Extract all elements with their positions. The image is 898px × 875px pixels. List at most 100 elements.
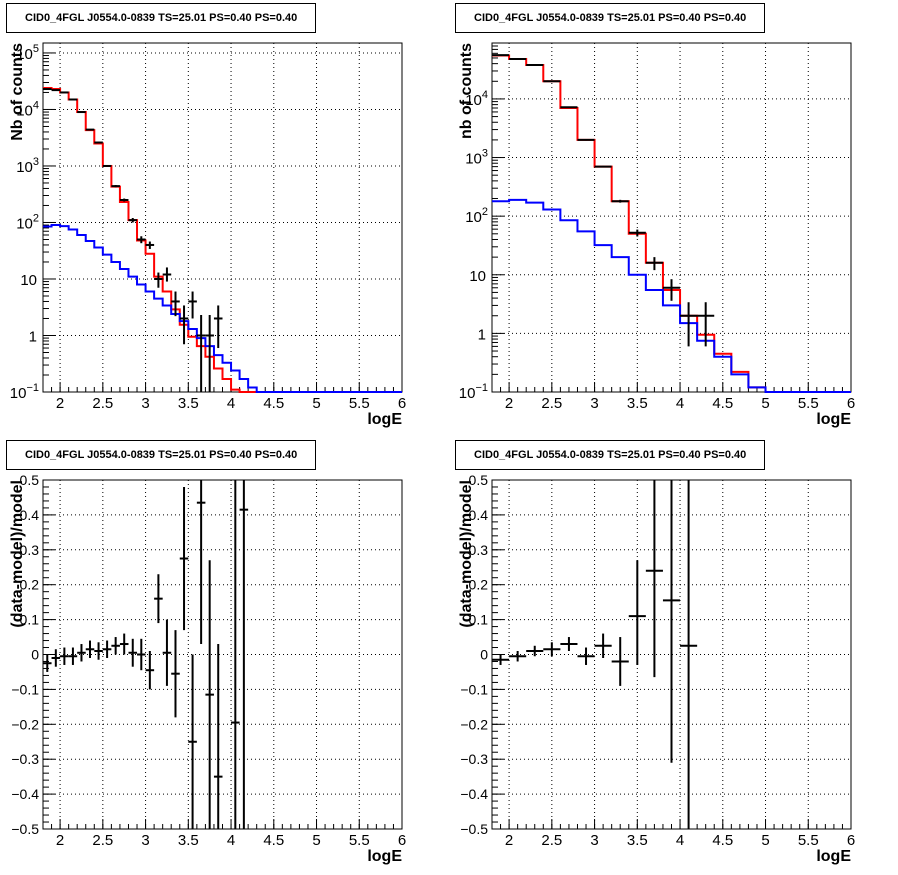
data-point	[205, 560, 214, 829]
data-point	[68, 647, 78, 665]
x-tick-label: 4	[227, 395, 235, 412]
y-tick-label: 104	[465, 89, 488, 109]
pad-top-left: 2 2.5 3 3.5 4 4.5 5 5.5 6 10−1 1 10 102 103 104 105 logE…	[0, 0, 449, 437]
x-tick-label: 4.5	[712, 395, 733, 412]
data-point	[526, 645, 544, 657]
y-tick-label: 0.3	[469, 542, 489, 558]
data-point	[526, 63, 544, 66]
chart-title: CID0_4FGL J0554.0-0839 TS=25.01 PS=0.40 …	[455, 440, 765, 470]
chart-title: CID0_4FGL J0554.0-0839 TS=25.01 PS=0.40 …	[455, 3, 765, 33]
x-tick-label: 4.5	[263, 395, 284, 412]
x-tick-label: 6	[847, 395, 855, 412]
data-point	[628, 229, 646, 237]
chart-svg: 2 2.5 3 3.5 4 4.5 5 5.5 6 10−1 1 10 102 103 104 105 logE…	[9, 42, 406, 428]
x-tick-label: 3	[141, 395, 149, 412]
data-point	[680, 302, 698, 347]
x-tick-label: 3	[590, 395, 598, 412]
x-tick-label: 4.5	[712, 832, 733, 849]
data-point	[77, 644, 86, 662]
data-point	[611, 637, 629, 686]
data-point	[213, 644, 223, 829]
x-tick-label: 2	[56, 395, 64, 412]
x-tick-label: 2.5	[92, 832, 113, 849]
data-point	[179, 486, 189, 631]
y-tick-label: −0.4	[11, 786, 39, 802]
y-tick-label: 103	[16, 156, 39, 176]
plot-frame	[42, 42, 403, 393]
data-point	[43, 88, 52, 91]
data-point	[196, 315, 206, 392]
plot-frame	[491, 42, 852, 393]
data-point	[179, 305, 189, 345]
data-layer	[43, 480, 249, 829]
data-point	[60, 91, 69, 94]
data-point	[94, 642, 103, 660]
data-point	[645, 480, 663, 678]
pad-top-right: 2 2.5 3 3.5 4 4.5 5 5.5 6 10−1 1 10 102 103 104 logE nb …	[449, 0, 898, 437]
data-point	[577, 138, 595, 141]
data-point	[128, 638, 138, 667]
data-layer	[43, 86, 402, 393]
data-point	[543, 80, 561, 83]
x-tick-label: 6	[398, 395, 406, 412]
data-point	[119, 198, 129, 202]
data-point	[102, 640, 112, 658]
x-tick-label: 3	[141, 832, 149, 849]
x-tick-label: 5.5	[349, 832, 370, 849]
data-layer	[492, 54, 851, 393]
y-tick-label: 10	[469, 268, 486, 285]
y-tick-label: 0	[31, 647, 39, 663]
model-component-histogram	[43, 224, 402, 393]
data-point	[680, 480, 698, 829]
data-point	[154, 574, 163, 624]
y-tick-label: −0.3	[11, 751, 39, 767]
data-point	[239, 480, 249, 829]
data-point	[128, 218, 138, 223]
y-tick-label: 10	[20, 272, 37, 289]
y-tick-label: −0.1	[11, 681, 39, 697]
x-tick-label: 5.5	[349, 395, 370, 412]
data-point	[162, 619, 172, 686]
x-tick-label: 3.5	[627, 395, 648, 412]
data-point	[145, 651, 155, 690]
data-point	[137, 236, 146, 244]
x-tick-label: 5.5	[798, 395, 819, 412]
y-tick-label: 102	[16, 212, 39, 232]
x-tick-label: 4	[676, 395, 684, 412]
y-axis-label: (data-model)/model	[9, 480, 26, 628]
y-tick-label: −0.5	[460, 821, 488, 837]
grid	[43, 43, 402, 392]
y-tick-label: 0.3	[20, 542, 40, 558]
data-point	[543, 642, 561, 657]
y-tick-label: 10−1	[10, 382, 39, 402]
x-axis-label: logE	[816, 848, 851, 865]
chart-title: CID0_4FGL J0554.0-0839 TS=25.01 PS=0.40 …	[6, 3, 316, 33]
axes: 2 2.5 3 3.5 4 4.5 5 5.5 6 10−1 1 10 102 103 104 logE nb …	[458, 42, 855, 428]
y-tick-label: −0.4	[460, 786, 488, 802]
y-tick-label: 1	[478, 326, 486, 343]
y-tick-label: 0.1	[20, 612, 40, 628]
data-point	[94, 141, 103, 144]
x-tick-label: 6	[847, 832, 855, 849]
data-point	[213, 305, 223, 349]
x-tick-label: 5	[761, 395, 769, 412]
data-point	[77, 111, 86, 114]
x-tick-label: 3.5	[178, 832, 199, 849]
chart-svg: 2 2.5 3 3.5 4 4.5 5 5.5 6 −0.5 −0.4 −0.3 −0.2 −0.1 0 0.…	[9, 472, 406, 865]
y-tick-label: 0.1	[469, 612, 489, 628]
y-axis-label: nb of counts	[458, 43, 475, 139]
data-layer	[492, 480, 698, 829]
data-point	[697, 302, 715, 347]
data-point	[205, 315, 214, 392]
data-point	[560, 106, 578, 109]
x-tick-label: 2	[505, 832, 513, 849]
data-point	[594, 633, 612, 658]
y-tick-label: 0.2	[20, 577, 40, 593]
y-tick-label: 103	[465, 148, 488, 168]
data-point	[492, 654, 510, 665]
data-point	[628, 560, 646, 665]
data-point	[137, 638, 146, 671]
axes: 2 2.5 3 3.5 4 4.5 5 5.5 6 −0.5 −0.4 −0.3 −0.2 −0.1 0 0.…	[9, 472, 406, 865]
data-point	[611, 199, 629, 203]
axes: 2 2.5 3 3.5 4 4.5 5 5.5 6 −0.5 −0.4 −0.3 −0.2 −0.1 0 0.…	[458, 472, 855, 865]
